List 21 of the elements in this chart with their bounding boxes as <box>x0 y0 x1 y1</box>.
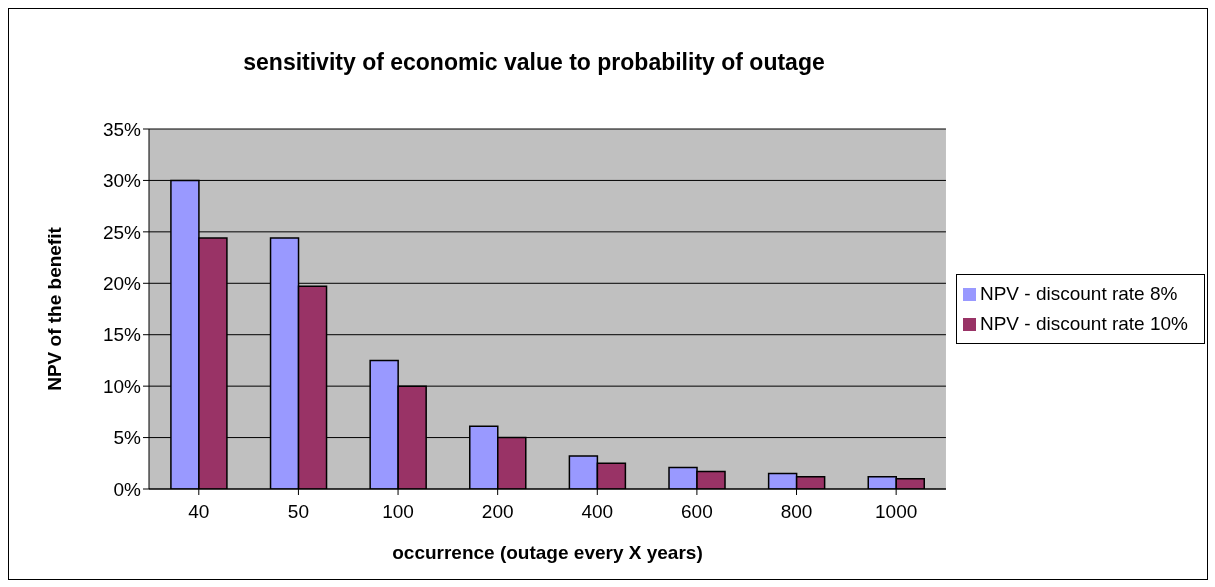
x-tick-label: 100 <box>382 501 414 523</box>
y-tick-label: 35% <box>102 118 142 140</box>
y-axis-title: NPV of the benefit <box>43 226 65 391</box>
x-tick-label: 800 <box>780 501 813 523</box>
x-tick-label: 1000 <box>875 501 918 523</box>
y-tick-label: 15% <box>102 324 142 346</box>
x-tick-label: 400 <box>581 501 614 523</box>
chart-title: sensitivity of economic value to probability of outage <box>242 49 826 76</box>
y-tick-label: 10% <box>102 375 142 397</box>
legend-label: NPV - discount rate 8% <box>979 283 1178 304</box>
y-tick-label: 5% <box>113 427 142 449</box>
y-tick-label: 0% <box>113 478 142 500</box>
y-tick-label: 30% <box>102 170 142 192</box>
x-axis-title: occurrence (outage every X years) <box>392 542 703 563</box>
x-tick-label: 200 <box>481 501 514 523</box>
y-tick-label: 20% <box>102 273 142 295</box>
x-tick-label: 600 <box>681 501 713 523</box>
y-tick-label: 25% <box>102 221 142 243</box>
x-tick-label: 50 <box>287 501 309 523</box>
legend-label: NPV - discount rate 10% <box>979 313 1188 334</box>
x-tick-label: 40 <box>188 501 210 523</box>
